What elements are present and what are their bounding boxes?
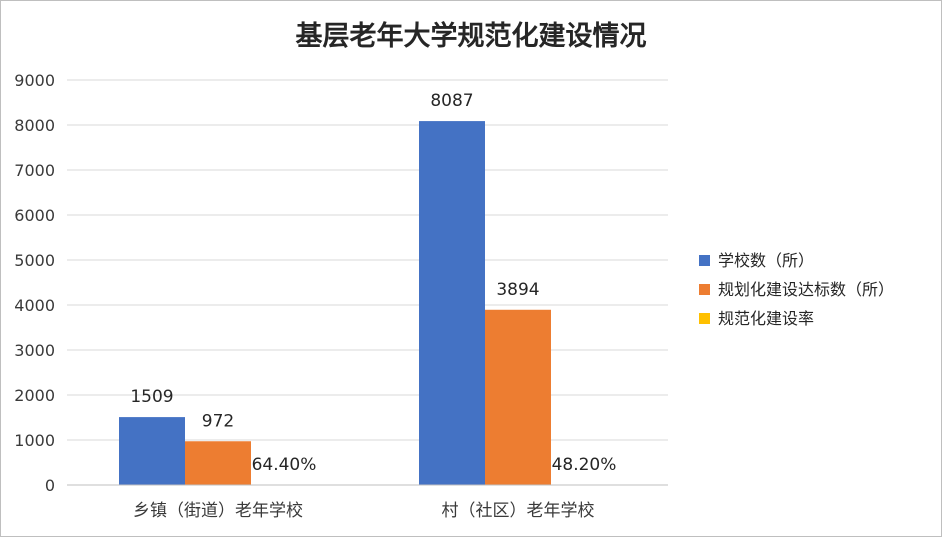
y-tick-label: 9000 (14, 71, 55, 90)
gridlines (67, 79, 668, 441)
legend-label: 规划化建设达标数（所） (718, 280, 894, 299)
bar (185, 441, 251, 485)
y-tick-label: 8000 (14, 116, 55, 135)
y-tick-label: 4000 (14, 296, 55, 315)
legend-swatch (699, 284, 710, 295)
legend-swatch (699, 255, 710, 266)
bar (419, 121, 485, 486)
data-label: 3894 (496, 280, 539, 300)
x-category-label: 乡镇（街道）老年学校 (133, 501, 303, 521)
data-label: 1509 (130, 387, 173, 407)
y-tick-label: 3000 (14, 341, 55, 360)
y-axis-ticks: 0 1000 2000 3000 4000 5000 6000 7000 8000 9000 (14, 71, 55, 495)
bar (485, 309, 551, 485)
legend-label: 学校数（所） (718, 251, 814, 270)
x-axis: 乡镇（街道）老年学校 村（社区）老年学校 (67, 484, 668, 521)
y-tick-label: 0 (45, 476, 55, 495)
y-tick-label: 6000 (14, 206, 55, 225)
y-tick-label: 2000 (14, 386, 55, 405)
legend-label: 规范化建设率 (718, 309, 814, 328)
y-tick-label: 1000 (14, 431, 55, 450)
data-label: 972 (202, 411, 234, 431)
y-tick-label: 7000 (14, 161, 55, 180)
chart-title: 基层老年大学规范化建设情况 (296, 20, 647, 52)
data-label: 48.20% (552, 455, 617, 475)
bar (119, 417, 185, 485)
legend-swatch (699, 313, 710, 324)
data-label: 8087 (430, 91, 473, 111)
x-category-label: 村（社区）老年学校 (442, 501, 595, 521)
legend: 学校数（所） 规划化建设达标数（所） 规范化建设率 (699, 251, 894, 328)
data-labels: 1509 972 64.40% 8087 3894 48.20% (130, 91, 616, 475)
bars (119, 121, 617, 486)
data-label: 64.40% (252, 455, 317, 475)
y-tick-label: 5000 (14, 251, 55, 270)
